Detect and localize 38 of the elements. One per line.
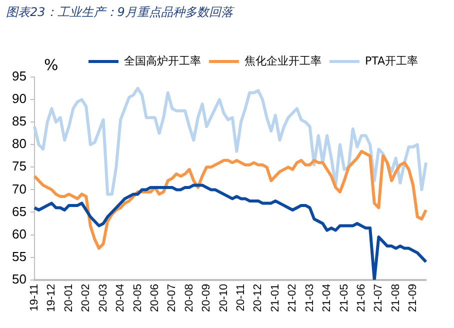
x-tick-label: 20-02 (80, 284, 92, 312)
x-tick-label: 21-09 (407, 284, 420, 312)
x-tick-label: 20-03 (97, 284, 110, 312)
x-tick-label: 21-06 (355, 284, 368, 312)
x-tick-label: 19-11 (28, 284, 40, 312)
y-tick-label: 60 (12, 226, 26, 242)
y-axis-title: % (44, 56, 58, 74)
chart-title: 图表23：工业生产：9月重点品种多数回落 (6, 4, 233, 21)
legend-label: PTA开工率 (364, 54, 418, 68)
x-tick-label: 21-07 (372, 284, 385, 312)
x-tick-label: 21-04 (321, 284, 334, 312)
legend-label: 全国高炉开工率 (124, 54, 201, 68)
x-tick-label: 21-03 (304, 284, 316, 312)
y-tick-label: 80 (12, 136, 26, 152)
x-tick-label: 21-02 (286, 284, 299, 312)
y-tick-label: 50 (12, 271, 26, 286)
x-tick-label: 21-08 (390, 284, 402, 312)
x-tick-label: 20-01 (62, 284, 75, 312)
y-tick-label: 85 (12, 114, 26, 129)
x-tick-label: 20-04 (114, 284, 127, 312)
x-tick-label: 20-08 (183, 284, 196, 312)
x-tick-label: 20-07 (166, 284, 178, 312)
x-tick-label: 20-06 (148, 284, 161, 312)
x-tick-label: 20-11 (235, 284, 248, 312)
y-tick-label: 95 (12, 68, 26, 84)
y-tick-label: 90 (12, 91, 26, 106)
y-tick-label: 70 (12, 181, 26, 196)
y-tick-label: 55 (12, 248, 26, 264)
x-tick-label: 20-10 (218, 284, 230, 312)
y-tick-label: 75 (12, 158, 26, 174)
legend-label: 焦化企业开工率 (244, 54, 322, 68)
x-tick-label: 20-05 (132, 284, 144, 312)
x-tick-label: 20-09 (200, 284, 213, 312)
x-tick-label: 21-01 (269, 284, 282, 312)
x-tick-label: 20-12 (252, 284, 264, 312)
x-tick-label: 21-05 (338, 284, 350, 312)
y-tick-label: 65 (12, 204, 26, 219)
x-tick-label: 19-12 (46, 284, 58, 312)
